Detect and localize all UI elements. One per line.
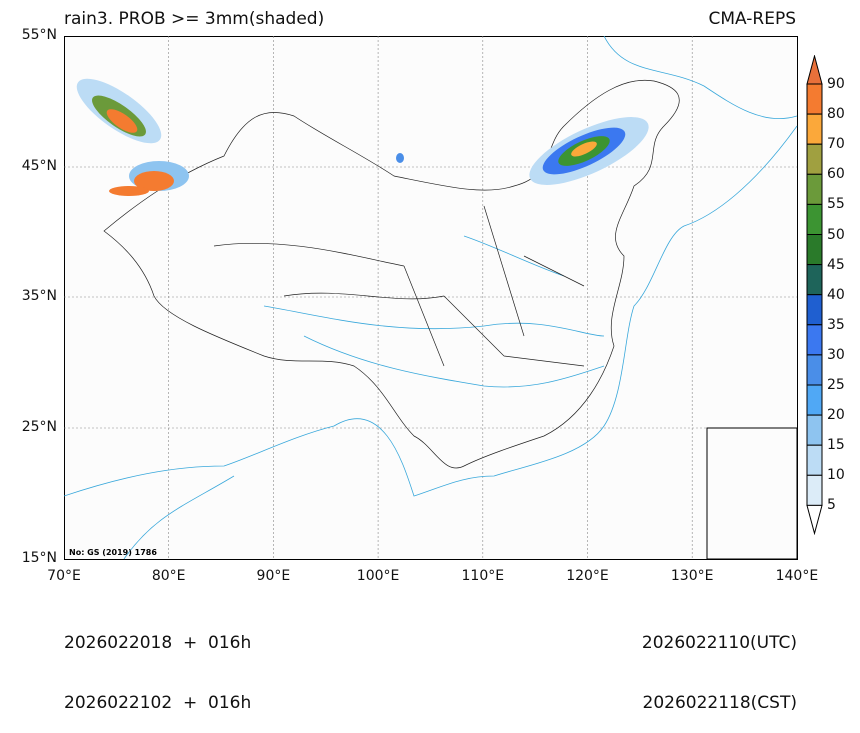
- colorbar-label: 10: [827, 467, 845, 484]
- colorbar-label: 45: [827, 256, 845, 273]
- colorbar-bin: [806, 203, 823, 235]
- valid-time-utc: 2026022110(UTC): [641, 633, 797, 653]
- colorbar-label: 70: [827, 136, 845, 153]
- map-credit: No: GS (2019) 1786: [69, 548, 157, 557]
- colorbar-bin: [806, 173, 823, 205]
- lon-label: 120°E: [566, 568, 609, 584]
- lat-label: 55°N: [21, 27, 57, 43]
- lat-label: 15°N: [21, 550, 57, 566]
- colorbar-bin: [806, 264, 823, 296]
- colorbar-bin: [806, 354, 823, 386]
- colorbar-label: 55: [827, 196, 845, 213]
- colorbar: [806, 55, 823, 535]
- precip-shading: [76, 78, 649, 196]
- colorbar-bin: [806, 384, 823, 416]
- colorbar-bin: [806, 444, 823, 476]
- valid-time-cst: 2026022118(CST): [642, 693, 797, 713]
- colorbar-bin: [806, 83, 823, 115]
- colorbar-label: 90: [827, 76, 845, 92]
- colorbar-label: 60: [827, 166, 845, 183]
- colorbar-bin: [806, 143, 823, 175]
- gridlines: [64, 36, 797, 559]
- colorbar-label: 35: [827, 316, 845, 333]
- colorbar-bin: [806, 234, 823, 266]
- lat-label: 25°N: [21, 419, 57, 435]
- borders: [103, 79, 680, 469]
- south-china-sea-inset: [706, 427, 798, 560]
- colorbar-label: 80: [827, 106, 845, 123]
- colorbar-bin: [806, 414, 823, 446]
- colorbar-bin: [806, 324, 823, 356]
- map-title: rain3. PROB >= 3mm(shaded): [64, 9, 325, 29]
- colorbar-bin: [806, 474, 823, 506]
- lon-label: 100°E: [356, 568, 400, 584]
- colorbar-label: 25: [827, 377, 845, 393]
- init-time-cst: 2026022102 + 016h: [64, 693, 252, 713]
- lon-label: 130°E: [670, 568, 714, 584]
- colorbar-bin: [806, 113, 823, 145]
- map-panel: No: GS (2019) 1786: [64, 36, 798, 560]
- lon-label: 80°E: [151, 568, 186, 584]
- colorbar-label: 20: [827, 407, 845, 424]
- colorbar-over-arrow: [806, 55, 823, 85]
- colorbar-label: 30: [827, 346, 845, 363]
- lon-label: 140°E: [775, 568, 819, 584]
- colorbar-label: 5: [827, 497, 836, 514]
- colorbar-label: 15: [827, 437, 845, 454]
- lon-label: 110°E: [461, 568, 505, 584]
- init-time-utc: 2026022018 + 016h: [64, 633, 252, 653]
- lat-label: 45°N: [21, 158, 57, 174]
- colorbar-under-arrow: [806, 504, 823, 535]
- lon-label: 90°E: [256, 568, 291, 584]
- colorbar-label: 50: [827, 226, 845, 243]
- colorbar-label: 40: [827, 286, 845, 303]
- colorbar-bin: [806, 294, 823, 326]
- lon-label: 70°E: [47, 568, 81, 584]
- lat-label: 35°N: [21, 288, 57, 304]
- model-name: CMA-REPS: [708, 9, 796, 29]
